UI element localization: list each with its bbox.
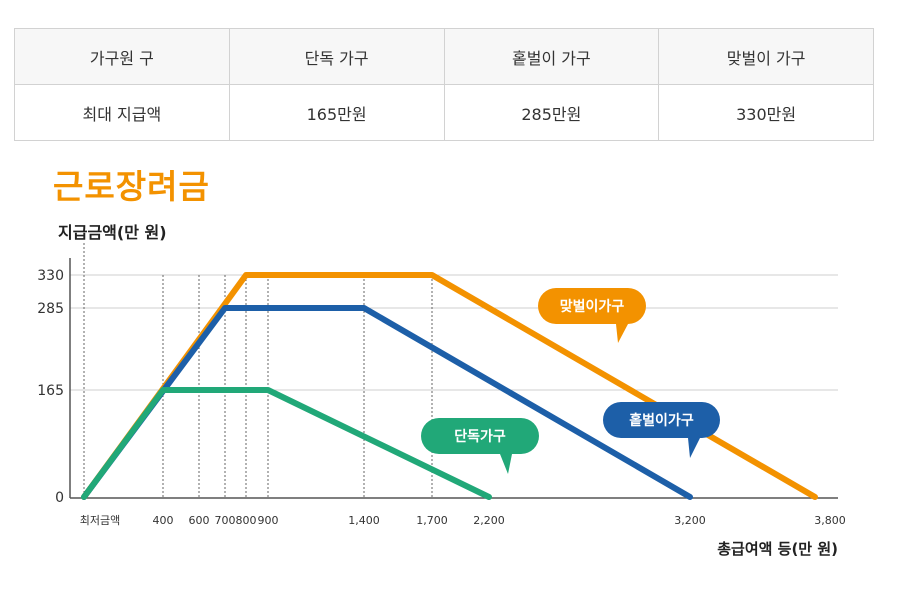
x-tick-label: 900	[258, 514, 279, 527]
table-cell: 285만원	[443, 84, 660, 141]
chart-title: 근로장려금	[53, 167, 210, 206]
x-tick-label: 400	[153, 514, 174, 527]
series-label-pointer	[500, 454, 512, 474]
y-tick-label: 165	[37, 383, 64, 399]
x-tick-label: 3,800	[814, 514, 846, 527]
x-tick-label: 700	[215, 514, 236, 527]
x-tick-label: 1,700	[416, 514, 448, 527]
y-axis: 330 285 165 0	[37, 258, 71, 506]
benefit-table: 가구원 구 단독 가구 홑벌이 가구 맞벌이 가구 최대 지급액 165만원 2…	[14, 28, 874, 141]
series-labels: 단독가구 홑벌이가구 맞벌이가구	[421, 288, 720, 474]
x-tick-label: 600	[189, 514, 210, 527]
table-header-cell: 가구원 구	[14, 28, 230, 85]
series-label-pointer	[688, 438, 700, 458]
table-row: 최대 지급액 165만원 285만원 330만원	[14, 84, 874, 141]
y-tick-label: 330	[37, 268, 64, 284]
table-cell: 330만원	[658, 84, 874, 141]
table-cell: 165만원	[228, 84, 445, 141]
series-lines	[81, 272, 818, 500]
series-name-label: 맞벌이가구	[560, 298, 625, 315]
x-tick-label: 최저금액	[80, 514, 120, 527]
series-line	[81, 305, 693, 500]
x-axis-label: 총급여액 등(만 원)	[717, 540, 838, 558]
series-name-label: 홑벌이가구	[629, 412, 694, 429]
x-axis: 최저금액 400 600 700 800 900 1,400 1,700 2,200 3,200 3…	[70, 497, 846, 527]
gridlines	[70, 243, 838, 497]
table-header-row: 가구원 구 단독 가구 홑벌이 가구 맞벌이 가구	[14, 28, 874, 85]
x-tick-label: 800	[236, 514, 257, 527]
series-label-pointer	[616, 324, 628, 343]
table-cell: 최대 지급액	[14, 84, 230, 141]
series-line	[81, 387, 492, 500]
x-tick-label: 3,200	[674, 514, 706, 527]
y-axis-label: 지급금액(만 원)	[58, 223, 167, 242]
y-tick-label: 0	[55, 490, 64, 506]
x-tick-label: 2,200	[473, 514, 505, 527]
series-label-bubble	[421, 418, 539, 454]
series-name-label: 단독가구	[454, 428, 506, 445]
x-tick-label: 1,400	[348, 514, 380, 527]
table-header-cell: 맞벌이 가구	[658, 28, 874, 85]
series-label-bubble	[538, 288, 646, 324]
y-tick-label: 285	[37, 301, 64, 317]
series-label-bubble	[603, 402, 720, 438]
